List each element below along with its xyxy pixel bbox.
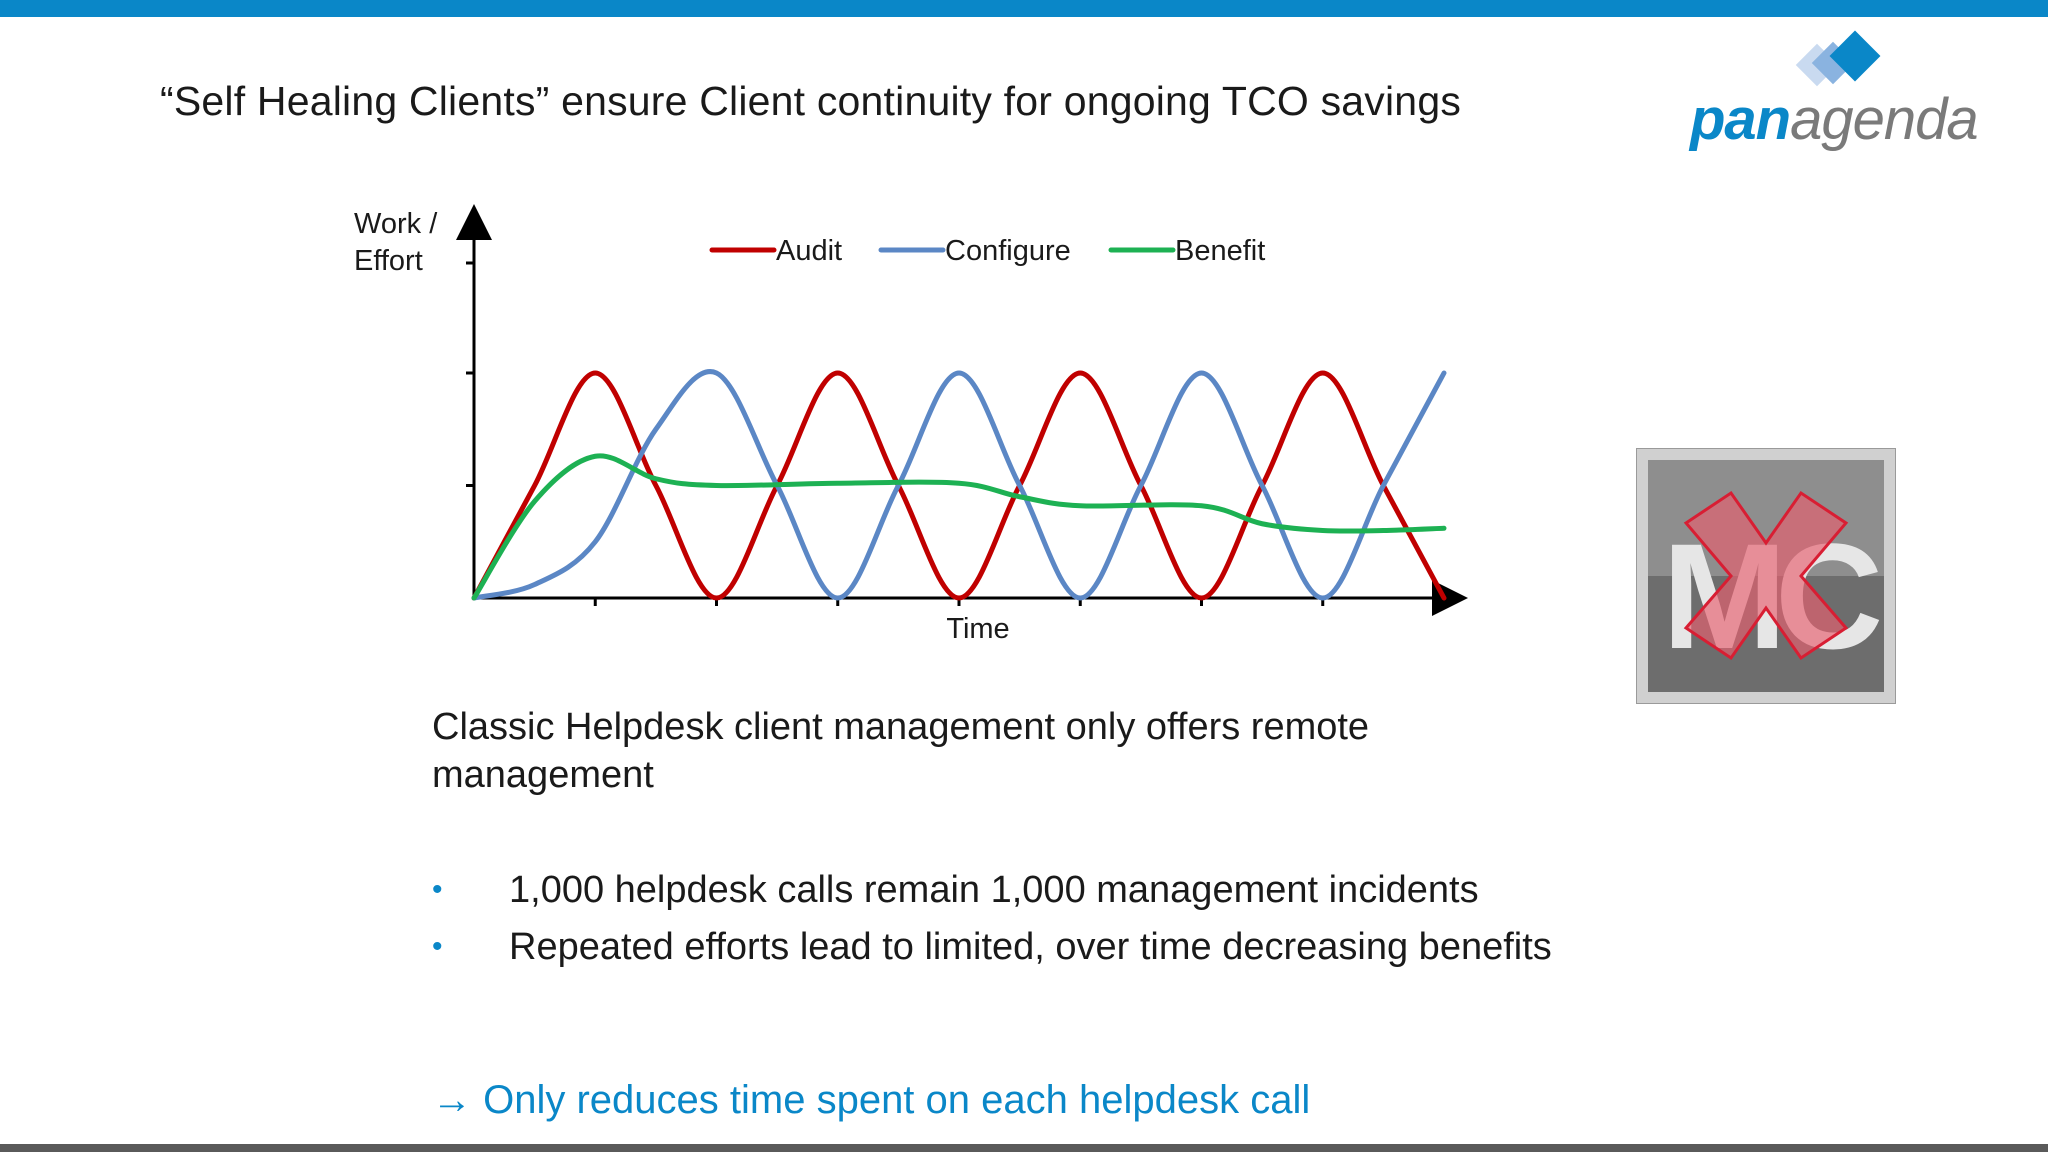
bullet-marker: •	[432, 930, 443, 963]
panagenda-logo: panagenda	[1690, 28, 2020, 152]
series-line-audit	[471, 370, 1447, 601]
y-axis-label-line-2: Effort	[354, 245, 423, 277]
slide-title: “Self Healing Clients” ensure Client con…	[160, 78, 1462, 124]
logo-diamonds-icon	[1795, 30, 1881, 87]
mc-crossed-out-icon: MC	[1635, 447, 1897, 705]
bullet-item: • 1,000 helpdesk calls remain 1,000 mana…	[432, 866, 1552, 914]
x-axis-label: Time	[946, 613, 1009, 645]
bottom-bar	[0, 1144, 2048, 1152]
legend-label-configure: Configure	[945, 235, 1071, 267]
series-line-benefit	[471, 453, 1447, 601]
bullet-list: • 1,000 helpdesk calls remain 1,000 mana…	[432, 866, 1552, 980]
series-line-configure	[471, 369, 1447, 601]
bullet-text: 1,000 helpdesk calls remain 1,000 manage…	[509, 869, 1479, 911]
conclusion-text: → Only reduces time spent on each helpde…	[432, 1078, 1311, 1122]
effort-over-time-chart: Audit Configure Benefit Work / Effort Time	[354, 204, 1468, 645]
y-axis-label-line-1: Work /	[354, 208, 438, 240]
body-text: Classic Helpdesk client management only …	[432, 706, 1370, 796]
bullet-marker: •	[432, 873, 443, 906]
bullet-item: • Repeated efforts lead to limited, over…	[432, 923, 1552, 971]
logo-wordmark: panagenda	[1690, 86, 1979, 153]
legend-label-benefit: Benefit	[1175, 235, 1265, 267]
bullet-text: Repeated efforts lead to limited, over t…	[509, 926, 1552, 968]
logo-agenda: agenda	[1790, 87, 1979, 152]
logo-pan: pan	[1690, 87, 1791, 152]
legend-label-audit: Audit	[776, 235, 842, 267]
top-accent-bar	[0, 0, 2048, 17]
